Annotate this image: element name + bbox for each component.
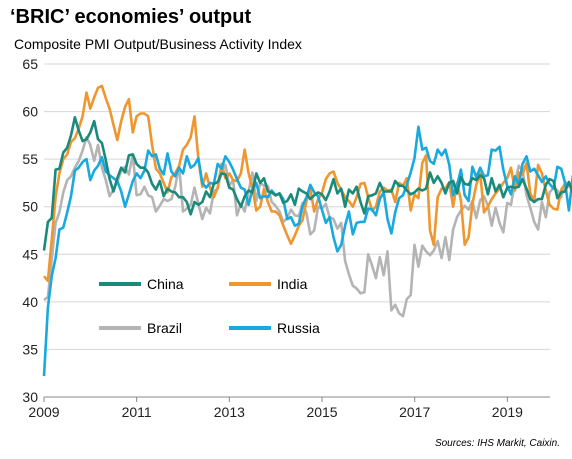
y-tick-label: 50 <box>22 199 38 215</box>
legend-label-brazil: Brazil <box>147 320 182 336</box>
gridlines <box>44 63 550 350</box>
series-line-india <box>42 84 567 283</box>
y-tick-label: 65 <box>22 56 38 72</box>
series-lines <box>42 84 572 377</box>
legend-label-russia: Russia <box>277 320 320 336</box>
legend: China India Brazil Russia <box>99 276 320 336</box>
y-tick-label: 55 <box>22 151 38 167</box>
series-line-china <box>42 116 572 251</box>
y-axis-ticks: 30 35 40 45 50 55 60 65 <box>22 56 38 405</box>
legend-label-china: China <box>147 276 184 292</box>
x-tick-label: 2011 <box>122 404 152 420</box>
x-tick-label: 2015 <box>306 404 337 420</box>
x-tick-label: 2009 <box>28 404 59 420</box>
series-line-brazil <box>43 136 572 318</box>
x-tick-label: 2019 <box>492 404 523 420</box>
x-tick-label: 2013 <box>214 404 245 420</box>
y-tick-label: 45 <box>22 246 38 262</box>
x-tick-label: 2017 <box>399 404 430 420</box>
chart-title: ‘BRIC’ economies’ output <box>10 6 252 28</box>
y-tick-label: 35 <box>22 341 38 357</box>
y-tick-label: 60 <box>22 104 38 120</box>
legend-label-india: India <box>277 276 308 292</box>
x-axis: 2009 2011 2013 2015 2017 2019 <box>28 396 550 420</box>
chart-subtitle: Composite PMI Output/Business Activity I… <box>14 36 302 52</box>
source-note: Sources: IHS Markit, Caixin. <box>434 438 560 449</box>
series-line-russia <box>42 125 572 377</box>
y-tick-label: 30 <box>22 389 38 405</box>
y-tick-label: 40 <box>22 294 38 310</box>
